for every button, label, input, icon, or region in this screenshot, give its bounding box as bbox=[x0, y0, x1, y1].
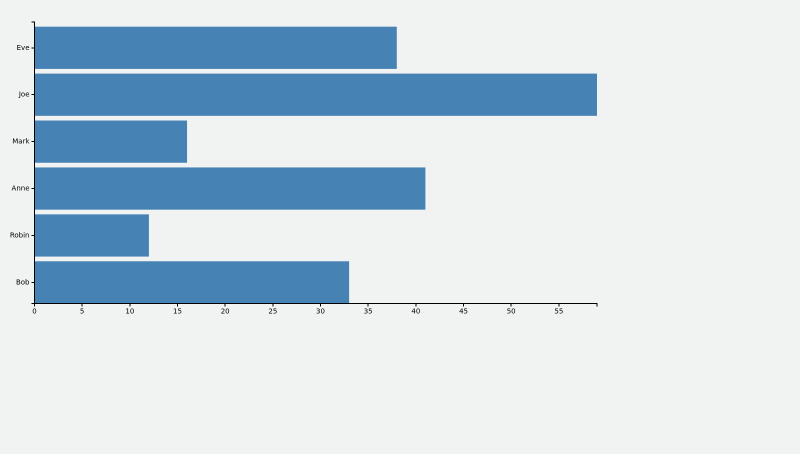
y-tick-label: Bob bbox=[16, 278, 30, 286]
x-tick-label: 55 bbox=[554, 308, 563, 316]
y-axis: Eve Joe Mark Anne Robin Bob bbox=[10, 21, 35, 304]
y-axis-line bbox=[31, 21, 35, 304]
y-tick-label: Anne bbox=[12, 185, 30, 193]
x-tick-label: 10 bbox=[125, 308, 134, 316]
x-tick-label: 45 bbox=[459, 308, 468, 316]
x-axis-line bbox=[34, 303, 598, 307]
x-tick-label: 30 bbox=[316, 308, 325, 316]
x-tick-label: 5 bbox=[80, 308, 84, 316]
bars-layer bbox=[34, 26, 597, 304]
x-axis: 0 5 10 15 20 25 30 35 40 45 50 55 bbox=[32, 303, 598, 316]
x-tick-label: 20 bbox=[221, 308, 230, 316]
x-tick-label: 25 bbox=[268, 308, 277, 316]
bar-robin bbox=[34, 214, 149, 257]
bar-eve bbox=[34, 26, 397, 69]
bar-anne bbox=[34, 167, 426, 210]
x-tick-label: 40 bbox=[411, 308, 420, 316]
bar-bob bbox=[34, 261, 350, 304]
y-tick-label: Eve bbox=[17, 44, 30, 52]
x-tick-label: 0 bbox=[32, 308, 36, 316]
bar-joe bbox=[34, 73, 597, 116]
x-tick-label: 15 bbox=[173, 308, 182, 316]
x-tick-label: 35 bbox=[364, 308, 373, 316]
y-tick-label: Mark bbox=[12, 138, 30, 146]
y-tick-label: Joe bbox=[18, 91, 30, 99]
y-tick-label: Robin bbox=[10, 231, 30, 239]
bar-mark bbox=[34, 120, 188, 163]
x-tick-label: 50 bbox=[507, 308, 516, 316]
